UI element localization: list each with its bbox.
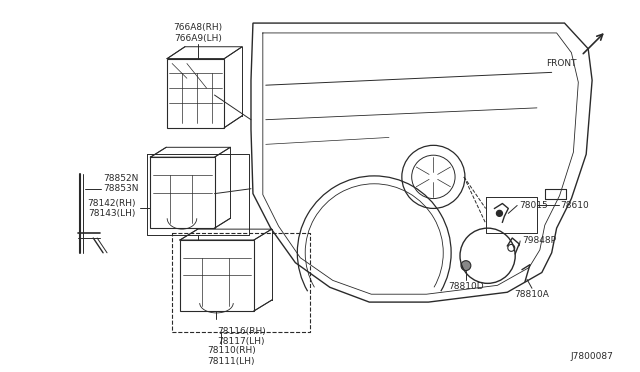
- Text: 79848P: 79848P: [522, 237, 556, 246]
- Text: 78852N
78853N: 78852N 78853N: [103, 174, 139, 193]
- Text: 78110(RH)
78111(LH): 78110(RH) 78111(LH): [207, 346, 255, 366]
- Bar: [150, 157, 214, 228]
- Text: 78810A: 78810A: [515, 290, 549, 299]
- Bar: [167, 58, 225, 128]
- Text: 766A8(RH)
766A9(LH): 766A8(RH) 766A9(LH): [173, 23, 222, 43]
- Text: 78015: 78015: [519, 201, 548, 210]
- Circle shape: [461, 261, 471, 270]
- Circle shape: [497, 211, 502, 217]
- Text: 78142(RH)
78143(LH): 78142(RH) 78143(LH): [87, 199, 136, 218]
- Text: 78610: 78610: [561, 201, 589, 210]
- Text: 78116(RH)
78117(LH): 78116(RH) 78117(LH): [217, 327, 266, 346]
- Bar: [180, 240, 254, 311]
- Text: FRONT: FRONT: [546, 58, 577, 68]
- Text: J7800087: J7800087: [571, 352, 614, 361]
- Text: 78810D: 78810D: [448, 282, 484, 291]
